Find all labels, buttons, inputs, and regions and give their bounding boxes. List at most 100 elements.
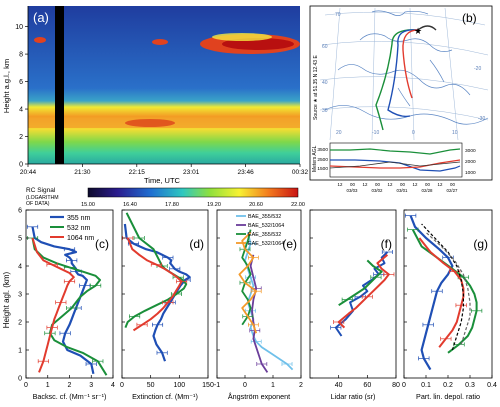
x-tick-label-c: 2 [68, 382, 72, 389]
altitude-hour-label: 00 [350, 182, 355, 187]
map-grid-label: 40 [322, 80, 328, 86]
altitude-red [329, 159, 461, 169]
altitude-hour-label: 00 [375, 182, 380, 187]
heatmap-y-tick-label: 2 [19, 134, 23, 141]
altitude-hour-label: 12 [363, 182, 368, 187]
colorbar-tick-label: 19.20 [207, 202, 221, 208]
xlabel-f: Lidar ratio (sr) [331, 392, 376, 401]
heatmap-ylabel: Height a.g.l., km [2, 59, 11, 113]
trajectory-red [402, 29, 419, 99]
altitude-right-ticks: 1000 2000 3000 [465, 148, 476, 176]
altitude-right-tick-label: 2000 [465, 159, 476, 165]
heatmap-x-tick-label: 20:44 [20, 169, 37, 176]
legend-label-bae355: BAE_355/532 [248, 214, 281, 220]
series-line-g-3 [421, 223, 464, 351]
panel-g: 0 0.1 0.2 0.3 0.4 Part. lin. depol. ratio (g) [402, 209, 497, 401]
profiles-ylabel: Height agl. (km) [2, 271, 11, 328]
heatmap-y-tick-label: 6 [19, 79, 23, 86]
series-line-g-2 [418, 237, 465, 348]
map-grid-labels: 70 60 40 30 20 -10 0 10 -20 -30 [322, 12, 485, 136]
series-line-f-2 [337, 254, 390, 329]
altitude-blue [330, 159, 461, 172]
trajectories [375, 25, 437, 131]
x-tick-label-e: -1 [214, 382, 220, 389]
x-tick-label-f: 80 [392, 382, 400, 389]
panel-f-label: (f) [381, 237, 392, 251]
map-grid-label: 20 [336, 130, 342, 136]
x-tick-label-g: 0.1 [421, 382, 431, 389]
series-line-c-1 [31, 237, 108, 376]
x-tick-label-g: 0.4 [487, 382, 497, 389]
series-line-g-1 [411, 229, 478, 354]
cirrus-patch [152, 39, 168, 45]
legend-label-eae355: EAE_355/532 [248, 232, 281, 238]
x-tick-label-g: 0 [402, 382, 406, 389]
x-tick-label-g: 0.3 [465, 382, 475, 389]
heatmap-x-tick-label: 22:15 [129, 169, 146, 176]
heatmap-y-tick-label: 8 [19, 52, 23, 59]
altitude-hour-label: 12 [438, 182, 443, 187]
series-line-d-0 [123, 223, 191, 362]
map-source-label: Source ★ at 51.35 N 12.43 E [313, 55, 319, 120]
legend-label-532: 532 nm [67, 225, 91, 232]
series-line-g-4 [425, 231, 471, 345]
heatmap-x-tick-label: 00:32 [292, 169, 309, 176]
series-line-d-1 [124, 212, 188, 328]
y-tick-label: 6 [18, 208, 22, 215]
colorbar-tick-label: 15.00 [81, 202, 95, 208]
cirrus-cloud-halo [212, 33, 272, 41]
altitude-right-tick-label: 3000 [465, 148, 476, 154]
colorbar-tick-label: 16.40 [123, 202, 137, 208]
panel-d-label: (d) [189, 237, 204, 251]
source-star-icon: ★ [414, 26, 422, 36]
altitude-hour-label: 12 [388, 182, 393, 187]
map-grid-label: -10 [372, 130, 379, 136]
cirrus-cloud-core [222, 38, 294, 50]
y-tick-label: 1 [18, 348, 22, 355]
xlabel-d: Extinction cf. (Mm⁻¹) [132, 392, 198, 401]
altitude-hour-label: 00 [400, 182, 405, 187]
heatmap-x-tick-label: 23:46 [237, 169, 254, 176]
panel-f: 40 60 80 Lidar ratio (sr) (f) [309, 209, 400, 401]
trajectory-blue [387, 29, 419, 118]
panel-g-label: (g) [473, 237, 488, 251]
map-grid-label: 70 [335, 12, 341, 18]
altitude-left-ticks: 1500 2500 3500 [317, 147, 328, 172]
legend-label-355: 355 nm [67, 215, 91, 222]
altitude-date-label: 02/28 [422, 188, 434, 193]
colorbar-title: RC Signal [26, 187, 56, 194]
altitude-left-tick-label: 3500 [317, 147, 328, 153]
panel-e: -1 0 1 2 Ångström exponent (e) [214, 209, 303, 401]
altitude-hour-label: 12 [338, 182, 343, 187]
series-line-e-0 [244, 232, 294, 371]
plot-frame-f [309, 209, 397, 379]
trajectory-green [375, 29, 419, 131]
altitude-ylabel: Meters AGL [312, 145, 318, 172]
y-tick-label: 3 [18, 292, 22, 299]
heatmap-x-tick-label: 21:30 [74, 169, 91, 176]
panel-c: 0 1 2 3 4 0 1 2 3 4 5 6 Backsc. cf. (Mm⁻¹ sr⁻¹) (c) [18, 208, 115, 402]
altitude-right-tick-label: 1000 [465, 170, 476, 176]
series-line-e-3 [238, 231, 258, 334]
x-tick-label-c: 4 [111, 382, 115, 389]
x-tick-label-d: 0 [120, 382, 124, 389]
altitude-date-label: 02/27 [447, 188, 459, 193]
x-tick-label-f: 40 [335, 382, 343, 389]
colorbar-tick-label: 17.80 [165, 202, 179, 208]
x-tick-label-e: 2 [299, 382, 303, 389]
cirrus-patch [34, 37, 46, 43]
altitude-hour-ticks: 12 00 12 00 12 00 12 00 12 00 [338, 182, 456, 187]
xlabel-c: Backsc. cf. (Mm⁻¹ sr⁻¹) [33, 392, 107, 401]
heatmap-y-tick-label: 10 [15, 24, 23, 31]
xlabel-g: Part. lin. depol. ratio [416, 392, 480, 401]
panel-d: 0 50 100 150 Extinction cf. (Mm⁻¹) (d) [120, 209, 214, 401]
altitude-green [330, 148, 461, 155]
panel-b: 70 60 40 30 20 -10 0 10 -20 -30 ★ (b) Source ★ at… [309, 5, 493, 193]
legend-label-bae532: BAE_532/1064 [248, 223, 284, 229]
altitude-hour-label: 00 [450, 182, 455, 187]
altitude-series [329, 148, 461, 172]
panel-e-label: (e) [282, 237, 297, 251]
altitude-left-tick-label: 1500 [317, 166, 328, 172]
heatmap-plot [28, 6, 300, 164]
